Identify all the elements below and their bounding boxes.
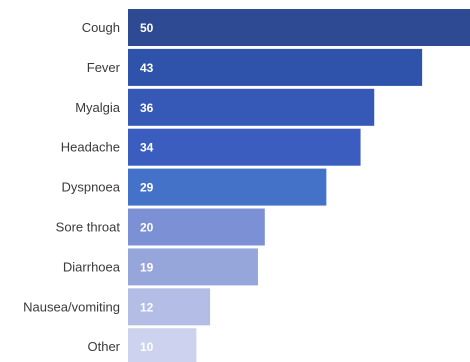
value-label-myalgia: 36 [140, 101, 154, 115]
bar-sore-throat [128, 208, 265, 246]
category-label-sore-throat: Sore throat [56, 220, 121, 235]
bar-cough [128, 9, 470, 46]
value-label-cough: 50 [140, 21, 154, 35]
bar-diarrhoea [128, 248, 258, 286]
value-label-sore-throat: 20 [140, 221, 154, 235]
value-label-fever: 43 [140, 61, 154, 75]
category-label-other: Other [87, 339, 120, 354]
bar-headache [128, 128, 361, 166]
category-label-fever: Fever [87, 60, 121, 75]
category-label-headache: Headache [61, 140, 120, 155]
value-label-other: 10 [140, 340, 154, 354]
value-label-nausea-vomiting: 12 [140, 300, 154, 314]
category-label-nausea-vomiting: Nausea/vomiting [23, 299, 120, 314]
value-label-headache: 34 [140, 141, 154, 155]
value-label-diarrhoea: 19 [140, 260, 154, 274]
category-label-myalgia: Myalgia [75, 100, 121, 115]
category-label-diarrhoea: Diarrhoea [63, 259, 121, 274]
bars-group [128, 9, 470, 362]
category-labels-group: Cough Fever Myalgia Headache Dyspnoea Sore th… [23, 20, 121, 354]
bar-dyspnoea [128, 168, 327, 206]
bar-myalgia [128, 88, 375, 126]
value-labels-group: 50 43 36 34 29 20 19 12 10 [140, 21, 154, 354]
bar-fever [128, 48, 423, 86]
category-label-dyspnoea: Dyspnoea [61, 180, 120, 195]
bar-nausea-vomiting [128, 288, 211, 326]
category-label-cough: Cough [82, 20, 120, 35]
bar-other [128, 328, 197, 362]
value-label-dyspnoea: 29 [140, 181, 154, 195]
